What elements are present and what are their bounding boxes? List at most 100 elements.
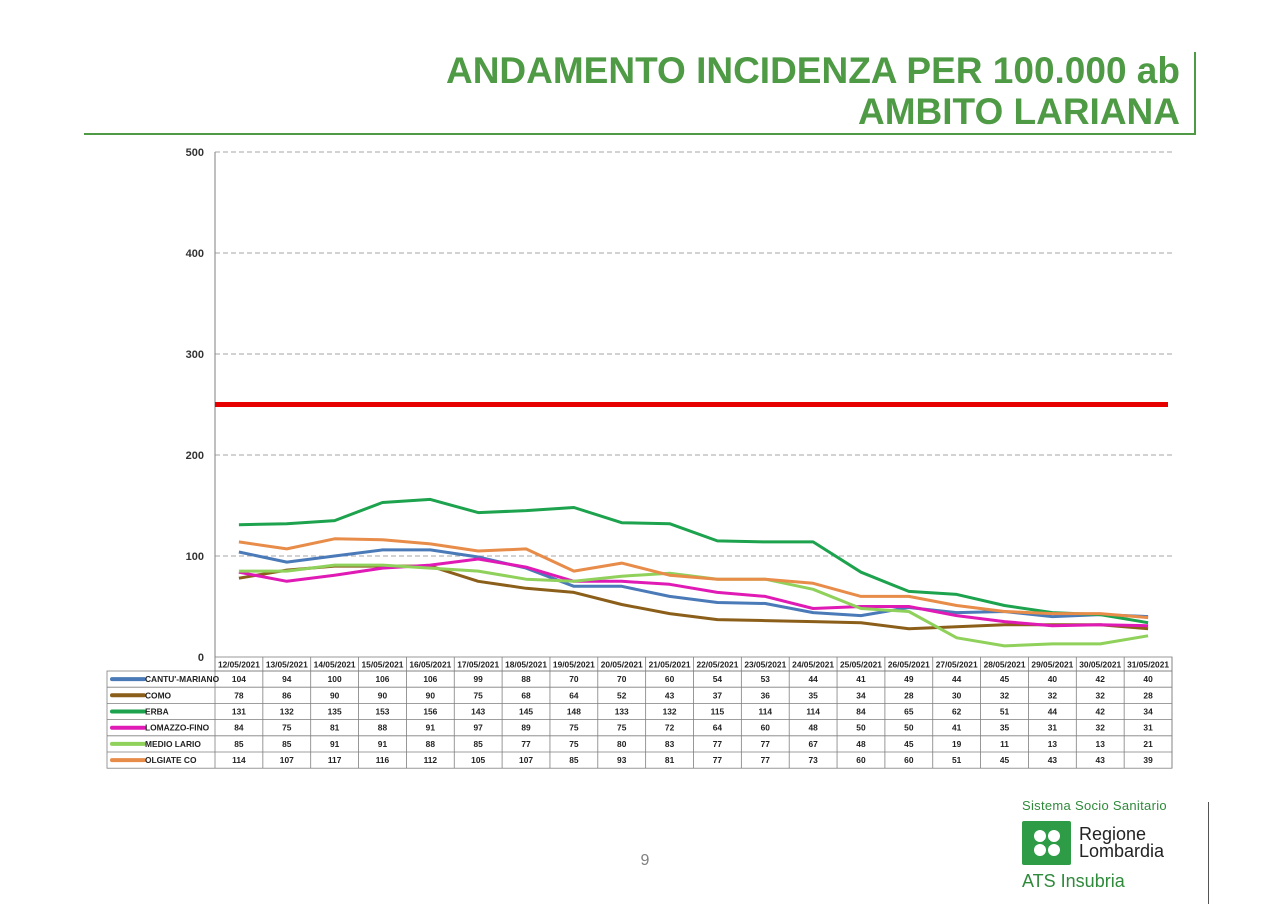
data-label: 85 — [474, 739, 484, 749]
y-tick-label: 0 — [198, 652, 204, 664]
x-tick-label: 29/05/2021 — [1031, 660, 1073, 670]
data-label: 43 — [665, 690, 675, 700]
data-label: 106 — [375, 674, 389, 684]
x-tick-label: 16/05/2021 — [409, 660, 451, 670]
data-label: 32 — [1096, 723, 1106, 733]
y-tick-label: 400 — [186, 248, 204, 260]
data-label: 107 — [280, 755, 294, 765]
data-label: 90 — [330, 690, 340, 700]
data-label: 80 — [617, 739, 627, 749]
data-label: 60 — [904, 755, 914, 765]
x-tick-label: 30/05/2021 — [1079, 660, 1121, 670]
y-tick-label: 100 — [186, 551, 204, 563]
data-label: 48 — [856, 739, 866, 749]
data-label: 81 — [665, 755, 675, 765]
data-label: 65 — [904, 707, 914, 717]
data-label: 34 — [1143, 707, 1153, 717]
data-label: 75 — [569, 739, 579, 749]
data-label: 75 — [474, 690, 484, 700]
page-title-line-2: AMBITO LARIANA — [857, 91, 1180, 132]
x-tick-label: 18/05/2021 — [505, 660, 547, 670]
data-label: 156 — [423, 707, 437, 717]
legend-entry: MEDIO LARIO — [145, 739, 201, 749]
data-label: 85 — [569, 755, 579, 765]
data-label: 19 — [952, 739, 962, 749]
data-label: 148 — [567, 707, 581, 717]
data-label: 100 — [328, 674, 342, 684]
data-label: 41 — [856, 674, 866, 684]
x-tick-label: 19/05/2021 — [553, 660, 595, 670]
data-label: 51 — [1000, 707, 1010, 717]
data-label: 77 — [713, 755, 723, 765]
data-label: 133 — [615, 707, 629, 717]
x-tick-label: 17/05/2021 — [457, 660, 499, 670]
data-label: 28 — [1143, 690, 1153, 700]
data-label: 37 — [713, 690, 723, 700]
x-tick-label: 28/05/2021 — [984, 660, 1026, 670]
x-tick-label: 31/05/2021 — [1127, 660, 1169, 670]
data-label: 62 — [952, 707, 962, 717]
legend-entry: ERBA — [145, 707, 169, 717]
lombardia-rose-glyph — [1033, 830, 1060, 856]
data-label: 39 — [1143, 755, 1153, 765]
data-label: 44 — [952, 674, 962, 684]
lombardia-rose-icon — [1022, 821, 1071, 865]
data-label: 90 — [426, 690, 436, 700]
x-tick-label: 21/05/2021 — [649, 660, 691, 670]
y-tick-label: 200 — [186, 450, 204, 462]
data-label: 30 — [952, 690, 962, 700]
data-label: 86 — [282, 690, 292, 700]
logo-lombardia-text: Lombardia — [1079, 841, 1165, 861]
data-label: 28 — [904, 690, 914, 700]
logo-ats-text: ATS Insubria — [1022, 871, 1125, 891]
data-label: 99 — [474, 674, 484, 684]
data-label: 116 — [376, 755, 390, 765]
data-label: 77 — [761, 739, 771, 749]
x-tick-label: 24/05/2021 — [792, 660, 834, 670]
data-label: 117 — [328, 755, 342, 765]
data-label: 31 — [1143, 723, 1153, 733]
data-label: 32 — [1096, 690, 1106, 700]
data-label: 143 — [471, 707, 485, 717]
title-side-rule — [1194, 52, 1196, 134]
x-tick-label: 15/05/2021 — [362, 660, 404, 670]
data-label: 131 — [232, 707, 246, 717]
data-label: 90 — [378, 690, 388, 700]
data-label: 45 — [1000, 674, 1010, 684]
data-label: 75 — [282, 723, 292, 733]
x-tick-label: 23/05/2021 — [744, 660, 786, 670]
data-label: 31 — [1048, 723, 1058, 733]
data-label: 106 — [423, 674, 437, 684]
legend-entry: OLGIATE CO — [145, 755, 197, 765]
data-label: 75 — [617, 723, 627, 733]
data-label: 13 — [1048, 739, 1058, 749]
data-label: 83 — [665, 739, 675, 749]
data-label: 41 — [952, 723, 962, 733]
data-label: 67 — [808, 739, 818, 749]
data-label: 88 — [426, 739, 436, 749]
data-label: 105 — [471, 755, 485, 765]
page-title: ANDAMENTO INCIDENZA PER 100.000 ab AMBIT… — [280, 50, 1180, 132]
data-label: 77 — [521, 739, 531, 749]
data-label: 114 — [759, 707, 773, 717]
data-label: 50 — [856, 723, 866, 733]
data-label: 153 — [375, 707, 389, 717]
page-title-line-1: ANDAMENTO INCIDENZA PER 100.000 ab — [445, 50, 1180, 91]
data-label: 51 — [952, 755, 962, 765]
data-label: 107 — [519, 755, 533, 765]
data-label: 75 — [569, 723, 579, 733]
data-label: 36 — [761, 690, 771, 700]
data-label: 93 — [617, 755, 627, 765]
data-label: 73 — [808, 755, 818, 765]
data-label: 21 — [1143, 739, 1153, 749]
x-tick-label: 20/05/2021 — [601, 660, 643, 670]
data-label: 40 — [1048, 674, 1058, 684]
data-label: 53 — [761, 674, 771, 684]
logo-sistema-text: Sistema Socio Sanitario — [1022, 798, 1167, 813]
data-label: 50 — [904, 723, 914, 733]
y-tick-label: 500 — [186, 147, 204, 159]
data-label: 77 — [713, 739, 723, 749]
data-label: 52 — [617, 690, 627, 700]
x-tick-label: 22/05/2021 — [696, 660, 738, 670]
